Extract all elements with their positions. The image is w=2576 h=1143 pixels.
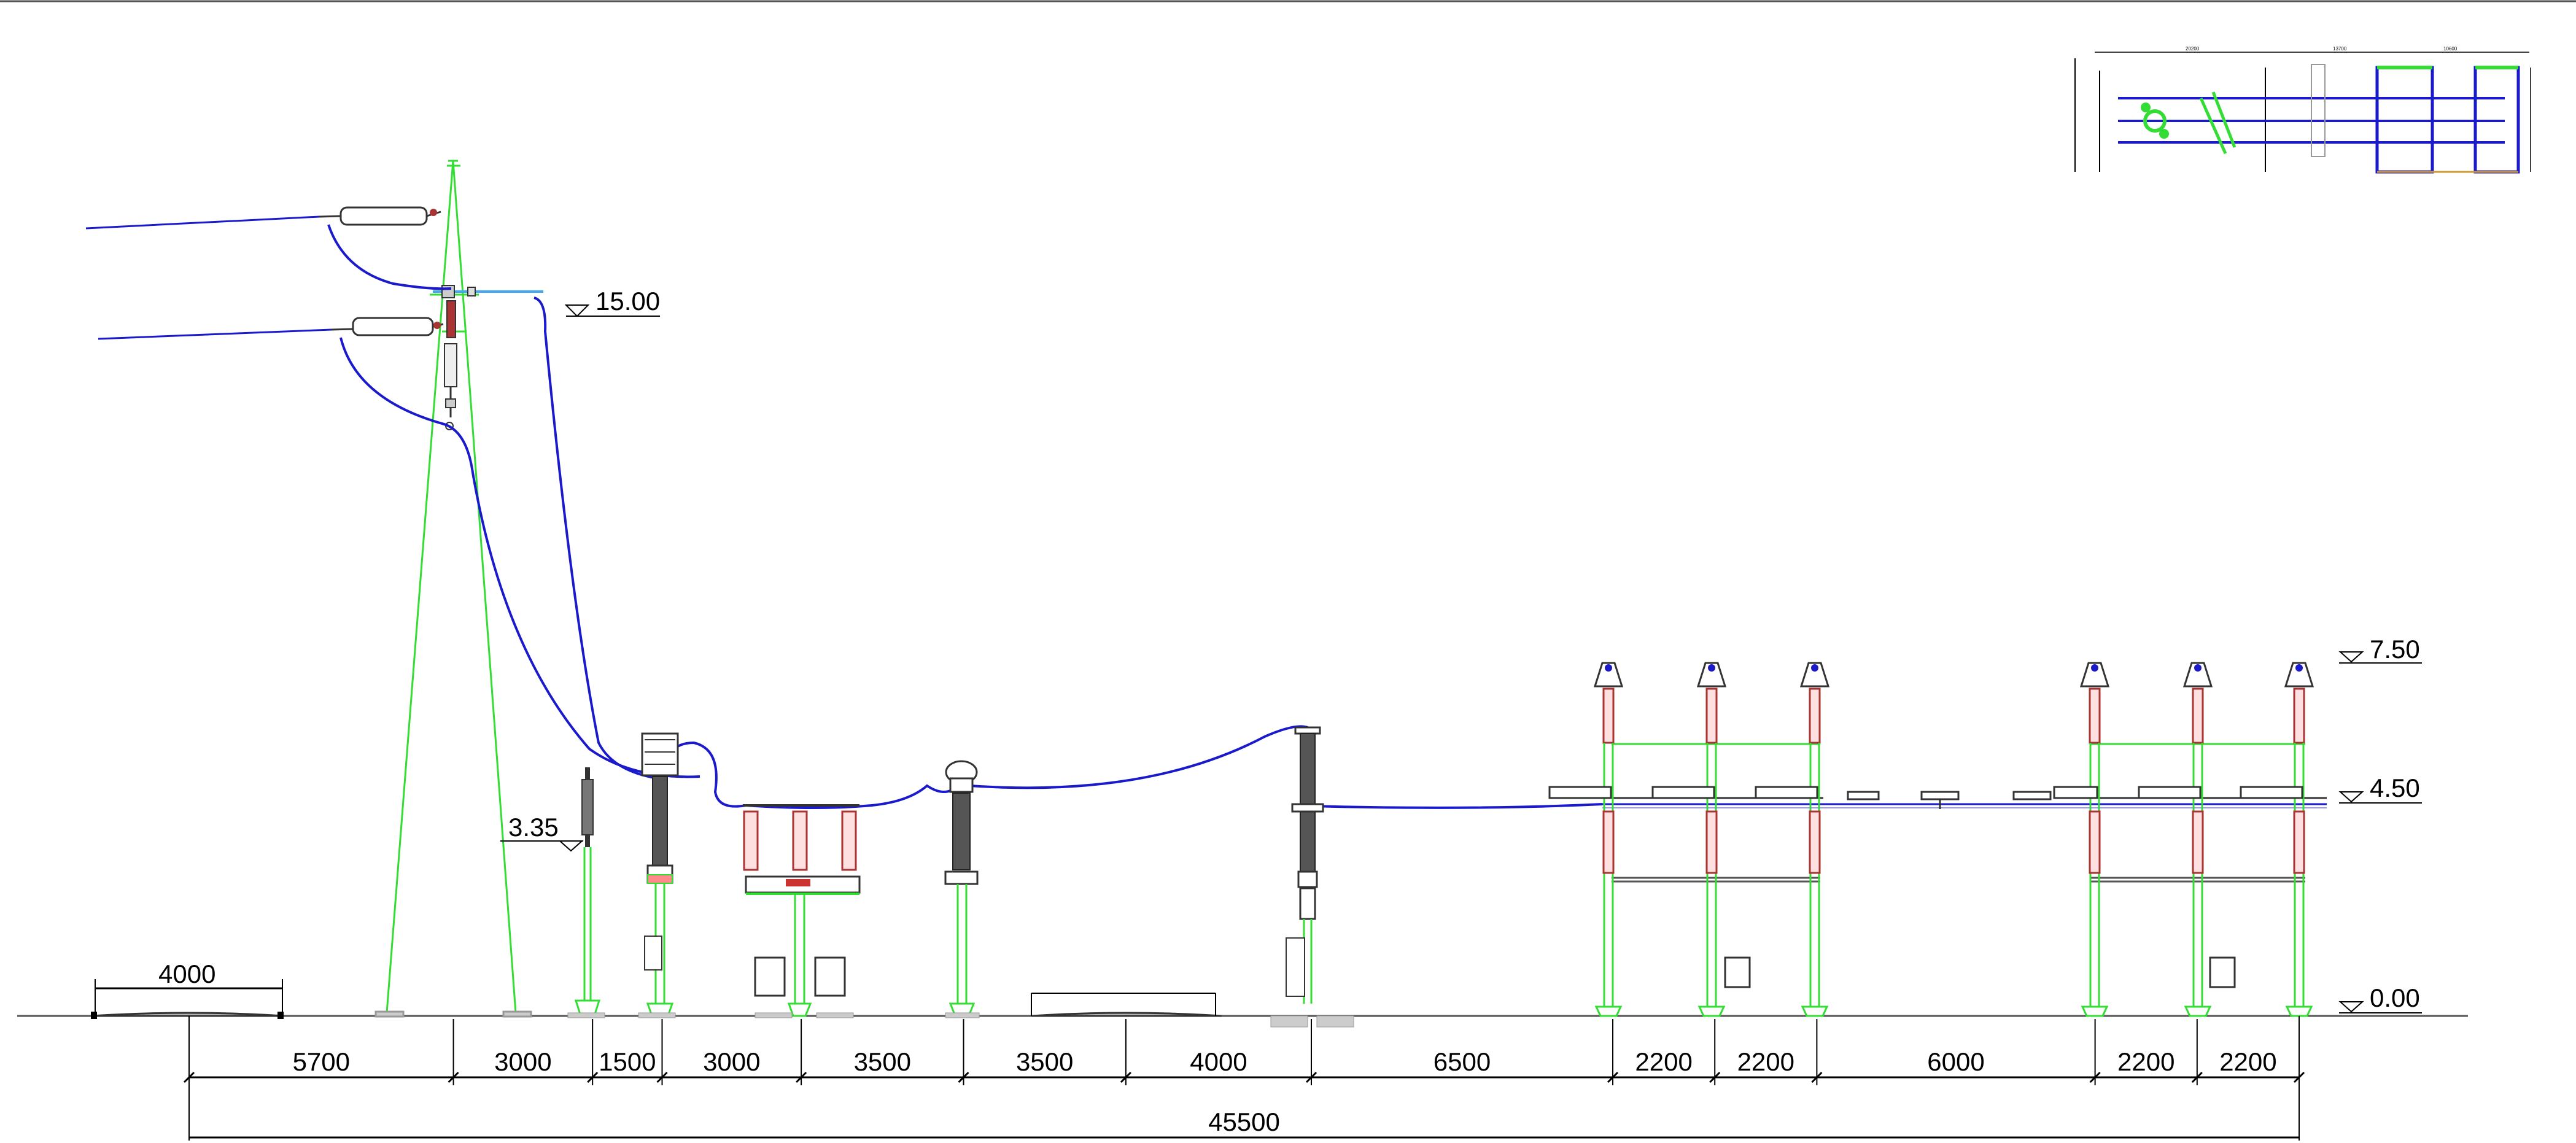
dim-segment-1: 5700 xyxy=(293,1047,350,1076)
elevation-label-top: 15.00 xyxy=(596,287,660,316)
dimension-arrow xyxy=(1811,1071,1823,1083)
current-transformer xyxy=(944,760,980,1018)
dimension-arrow xyxy=(2191,1071,2203,1083)
disconnector-bay-a xyxy=(1548,662,1830,1017)
road-middle xyxy=(1031,993,1222,1017)
voltage-transformer-2 xyxy=(1270,726,1354,1028)
dim-segment-7: 4000 xyxy=(1190,1047,1247,1076)
elevation-marker-top: 15.00 xyxy=(564,287,660,317)
dim-segment-11: 6000 xyxy=(1927,1047,1984,1076)
dimension-arrow xyxy=(1305,1071,1317,1083)
voltage-transformer-1 xyxy=(638,732,679,1018)
dim-segment-2: 3000 xyxy=(494,1047,551,1076)
dimension-arrow xyxy=(448,1071,459,1083)
pole-a1 xyxy=(1548,662,1624,1017)
inset-dim-1: 20200 xyxy=(2186,46,2200,52)
incoming-line-insulator-strings xyxy=(85,206,444,340)
dimension-arrow xyxy=(2293,1071,2305,1083)
dim-segment-10: 2200 xyxy=(1737,1047,1794,1076)
dim-total: 45500 xyxy=(1208,1107,1280,1136)
dim-segment-13: 2200 xyxy=(2219,1047,2276,1076)
dimension-arrow xyxy=(1709,1071,1721,1083)
circuit-breaker xyxy=(743,804,861,1018)
elevation-label-ground: 0.00 xyxy=(2370,983,2420,1012)
surge-arrester xyxy=(567,767,605,1018)
dim-segment-12: 2200 xyxy=(2117,1047,2174,1076)
inset-dim-3: 10600 xyxy=(2443,46,2458,52)
dimension-arrow xyxy=(796,1071,807,1083)
pole-b1 xyxy=(2053,662,2110,1017)
inset-dim-2: 13700 xyxy=(2333,46,2347,52)
dim-segment-5: 3500 xyxy=(854,1047,911,1076)
tower-crossarm-hardware xyxy=(433,285,543,430)
bus-section-hardware xyxy=(1847,791,2052,809)
dim-segment-4: 3000 xyxy=(703,1047,760,1076)
dimension-ticks xyxy=(183,1016,2305,1141)
dimension-arrow xyxy=(958,1071,969,1083)
elevation-marker-middle: 4.50 xyxy=(2338,773,2422,804)
dimension-arrow xyxy=(1607,1071,1619,1083)
elevation-label-middle: 4.50 xyxy=(2370,773,2420,802)
road-width-label: 4000 xyxy=(158,959,215,988)
dimension-arrow xyxy=(1120,1071,1131,1083)
dimension-arrow xyxy=(656,1071,668,1083)
dimension-labels: 5700 3000 1500 3000 3500 3500 4000 6500 … xyxy=(293,1047,2277,1076)
dim-segment-8: 6500 xyxy=(1433,1047,1491,1076)
pole-b3 xyxy=(2240,662,2314,1017)
pole-b2 xyxy=(2138,662,2236,1017)
dimension-arrow xyxy=(2089,1071,2101,1083)
road-width-dimension: 4000 xyxy=(95,959,283,1013)
elevation-marker-upper: 7.50 xyxy=(2338,635,2422,664)
line-gantry-tower xyxy=(374,160,532,1018)
dim-segment-9: 2200 xyxy=(1635,1047,1692,1076)
road-left xyxy=(90,1012,284,1019)
inset-plan-view: 20200 13700 10600 xyxy=(2074,46,2531,174)
dim-segment-6: 3500 xyxy=(1016,1047,1073,1076)
dim-segment-3: 1500 xyxy=(599,1047,656,1076)
conductors xyxy=(327,224,2327,809)
pole-a3 xyxy=(1755,662,1830,1017)
elevation-label-arrester: 3.35 xyxy=(508,813,559,842)
dimension-arrow xyxy=(183,1071,195,1083)
elevation-marker-ground: 0.00 xyxy=(2338,983,2422,1013)
dimension-arrow xyxy=(587,1071,599,1083)
dimension-chain: 5700 3000 1500 3000 3500 3500 4000 6500 … xyxy=(183,1016,2305,1141)
elevation-marker-arrester: 3.35 xyxy=(500,813,584,852)
disconnector-bay-b xyxy=(2053,662,2327,1017)
pole-a2 xyxy=(1651,662,1751,1017)
elevation-label-upper: 7.50 xyxy=(2370,635,2420,664)
